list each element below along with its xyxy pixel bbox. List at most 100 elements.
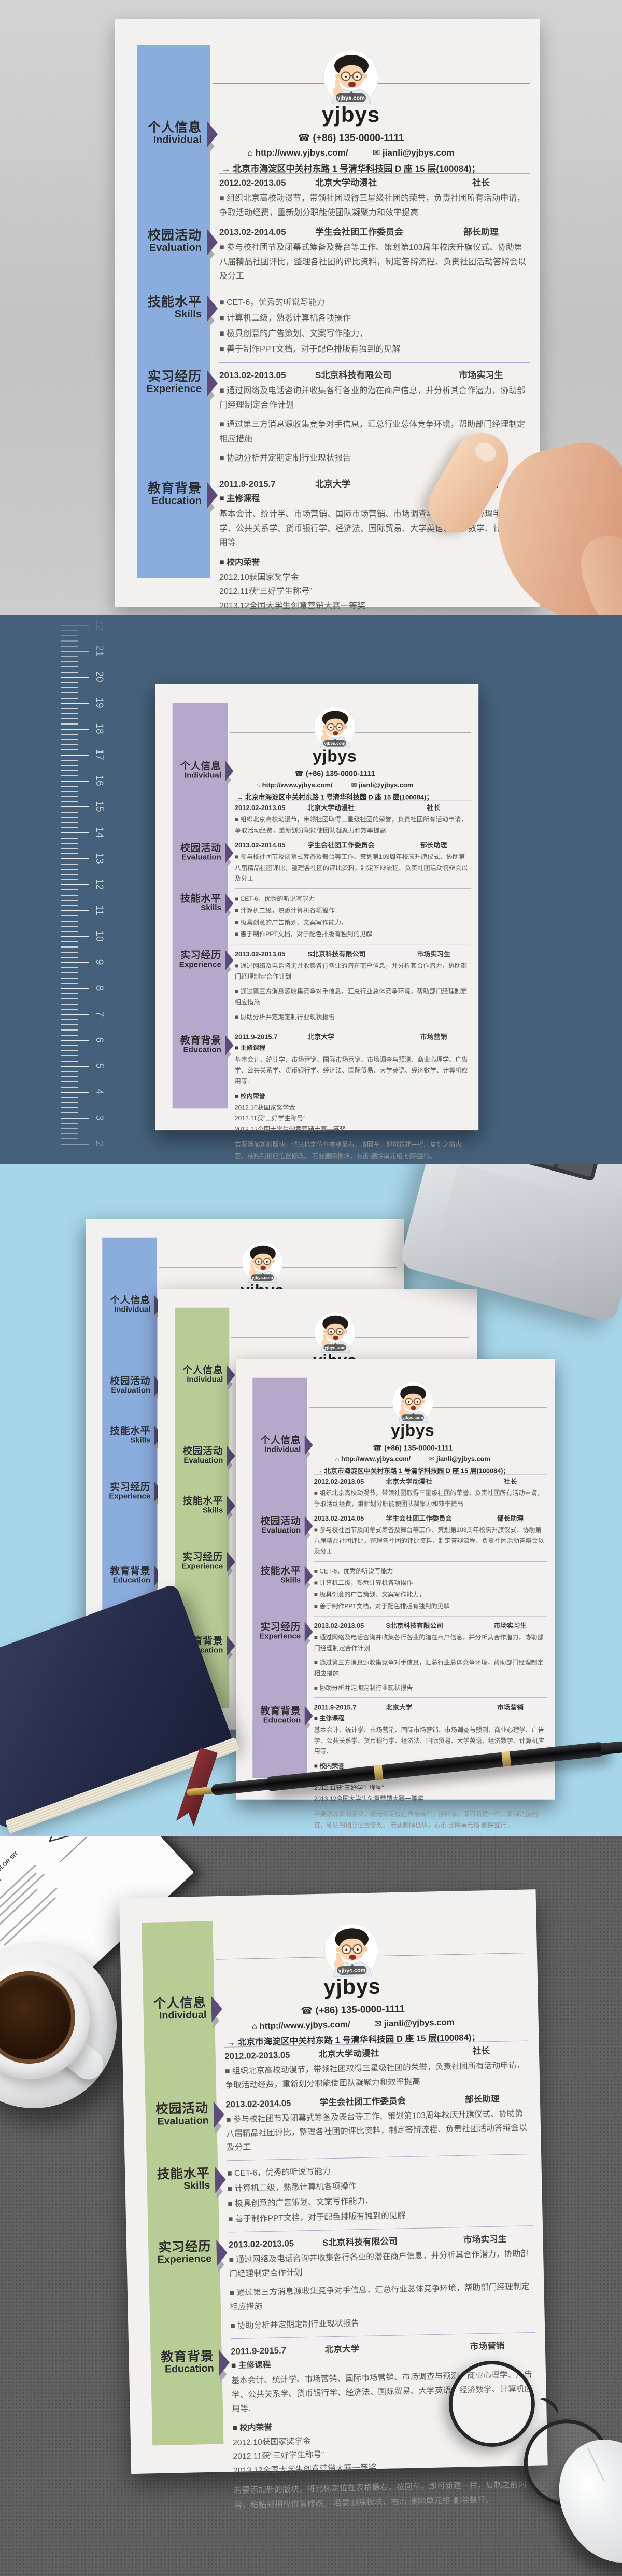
email-address: jianli@yjbys.com [384,2017,455,2029]
resume-page: 个人信息 Individual 校园活动 Evaluation 技能水平 Ski… [236,1359,555,1829]
cartoon-man-icon: yjbys.com [242,1242,283,1283]
section-lightblue-backdrop: 个人信息 Individual 校园活动 Evaluation 技能水平 Ski… [0,1164,622,1836]
sidebar-label-en: Individual [153,134,202,146]
entry-role: 社长 [427,804,441,812]
section-gray-backdrop: 个人信息 Individual 校园活动 Evaluation 技能水平 Ski… [0,0,622,615]
skill-item: ■ 计算机二级，熟悉计算机各项操作 [219,313,351,323]
entry-date: 2013.02-2014.05 [219,227,286,238]
coffee-liquid [0,1971,75,2064]
entry-description: ■ 通过网络及电话咨询并收集各行各业的潜在商户信息，并分析其合作潜力，协助部门经… [219,386,526,410]
sidebar-item-personal: 个人信息 Individual [173,761,234,786]
honor-item: 2012.10获国家奖学金 [219,573,299,582]
ruler-tick [61,708,78,709]
email-icon: ✉ [372,148,380,158]
entry-date: 2012.02-2013.05 [219,178,286,188]
paper-plane-icon [48,1836,72,1843]
sidebar-item-campus: 校园活动 Evaluation [145,2101,225,2134]
sidebar-item-experience: 实习经历 Experience [137,369,218,403]
ruler-tick [61,801,78,802]
sidebar-item-education: 教育背景 Education [102,1566,163,1591]
ruler-tick [61,781,89,782]
entry-description: ■ 组织北京高校动漫节，带领社团取得三星级社团的荣誉，负责社团所有活动申请，争取… [219,194,526,217]
sidebar-label-en: Experience [146,383,202,395]
resume-sidebar: 个人信息 Individual 校园活动 Evaluation 技能水平 Ski… [252,1377,313,1778]
honors-label: ■ 校内荣誉 [234,1093,266,1100]
entry-org: S北京科技有限公司 [307,950,366,958]
resume-content: 2012.02-2013.05 北京大学动漫社 社长 ■ 组织北京高校动漫节，带… [219,176,530,615]
ruler-tick [61,703,89,704]
candidate-name: yjbys [313,746,357,765]
courses-text: 基本会计、统计学、市场营销、国际市场营销、市场调查与预测、商业心理学、广告学、公… [234,1056,468,1085]
skill-item: ■ 极具创意的广告策划、文案写作能力， [234,919,348,926]
web-email-line: ⌂ http://www.yjbys.com/ ✉ jianli@yjbys.c… [224,781,445,789]
ruler-tick [61,786,78,787]
ruler-tick [61,838,78,839]
resume-page: 个人信息 Individual 校园活动 Evaluation 技能水平 Ski… [119,1889,548,2510]
ruler-tick [61,822,78,823]
ruler-tick [61,672,78,673]
sidebar-item-experience: 实习经历 Experience [148,2239,228,2273]
hand-holding-resume [418,415,622,615]
ruler-tick [61,1040,89,1041]
entry-date: 2013.02-2013.05 [234,950,286,958]
entry-description: ■ 参与校社团节及闭幕式筹备及舞台等工作、策划第103周年校庆升旗仪式、协助第八… [234,854,468,883]
sidebar-label-zh: 校园活动 [182,1445,223,1457]
phone-icon: ☎ [298,133,310,144]
sidebar-item-experience: 实习经历 Experience [173,950,234,976]
website-url: http://www.yjbys.com/ [262,781,333,789]
ruler-tick [61,910,89,911]
entry-description: ■ 通过第三方消息源收集竞争对手信息，汇总行业总体竞争环境，帮助部门经理制定相应… [219,420,526,443]
sidebar-label-en: Experience [259,1632,301,1640]
entry-org: 北京大学动漫社 [307,804,355,812]
sidebar-item-experience: 实习经历 Experience [102,1482,163,1507]
sidebar-label-zh: 教育背景 [147,481,202,496]
ruler-tick [61,941,78,942]
ruler-tick [61,734,78,735]
resume-content: 2012.02-2013.05 北京大学动漫社 社长 ■ 组织北京高校动漫节，带… [234,803,471,1164]
ruler-number: 17 [94,749,105,760]
skill-item: ■ 善于制作PPT文档，对于配色排版有独到的见解 [314,1603,450,1610]
ruler-tick [61,957,78,958]
ruler-tick [61,1050,78,1051]
entry-date: 2012.02-2013.05 [224,2050,290,2062]
sidebar-label-zh: 教育背景 [180,1035,221,1046]
sidebar-label-en: Evaluation [183,1456,223,1465]
entry-org: 学生会社团工作委员会 [386,1514,453,1523]
pen-grip [210,1778,269,1796]
sidebar-label-en: Evaluation [111,1386,151,1395]
entry-description: ■ 通过第三方消息源收集竞争对手信息，汇总行业总体竞争环境，帮助部门经理制定相应… [314,1659,544,1677]
ruler-tick [61,718,78,719]
sidebar-label-en: Skills [201,903,221,912]
entry-description: ■ 参与校社团节及闭幕式筹备及舞台等工作、策划第103周年校庆升旗仪式、协助第八… [219,243,527,281]
sidebar-item-skills: 技能水平 Skills [252,1566,313,1591]
sidebar-label-en: Experience [109,1492,151,1500]
sidebar-label-zh: 个人信息 [147,120,202,135]
sidebar-item-personal: 个人信息 Individual [252,1435,313,1460]
sidebar-label-zh: 技能水平 [147,295,202,309]
section-divider [228,2225,533,2233]
sidebar-item-skills: 技能水平 Skills [173,893,234,918]
ruler-tick [61,1107,78,1108]
sidebar-label-zh: 实习经历 [147,369,202,384]
pen-end-cap [600,1740,622,1755]
letter-paper: LOREM IPSUM DOLOR SIT AMET, CONSEC [0,1836,194,2028]
sidebar-label-zh: 校园活动 [147,228,202,243]
entry-description: ■ 通过第三方消息源收集竞争对手信息，汇总行业总体竞争环境，帮助部门经理制定相应… [234,988,468,1006]
ruler-tick [61,998,78,999]
sidebar-label-zh: 实习经历 [158,2239,212,2255]
sidebar-item-education: 教育背景 Education [252,1706,313,1731]
sidebar-label-en: Individual [264,1445,301,1454]
entry-date: 2011.9-2015.7 [231,2345,287,2357]
ruler-number: 15 [94,801,105,812]
section-slate-backdrop: 2221201918171615141312111098765432 个人信息 … [0,615,622,1164]
cartoon-man-icon: yjbys.com [314,707,356,749]
address-text: 北京市海淀区中关村东路 1 号清华科技园 D 座 15 层(100084)； [233,164,480,174]
ruler-tick [61,682,78,683]
skill-item: ■ 极具创意的广告策划、文案写作能力， [219,329,368,338]
section-divider [314,1474,547,1475]
sidebar-item-education: 教育背景 Education [173,1035,234,1061]
entry-description: ■ 协助分析并定期定制行业现状报告 [234,1013,335,1021]
skill-item: ■ 善于制作PPT文档，对于配色排版有独到的见解 [219,344,401,354]
entry-org: 北京大学动漫社 [386,1478,432,1485]
ruler-tick [61,1029,78,1031]
